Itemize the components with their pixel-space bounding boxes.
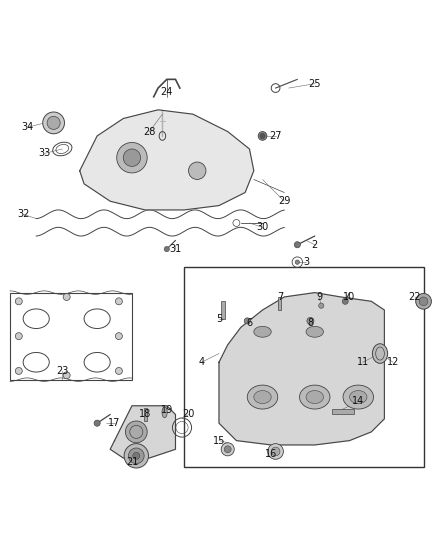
- Circle shape: [116, 333, 122, 340]
- Circle shape: [271, 447, 280, 456]
- Circle shape: [258, 132, 267, 140]
- Ellipse shape: [162, 407, 167, 418]
- Bar: [184, 266, 424, 467]
- Polygon shape: [110, 406, 176, 458]
- Text: 29: 29: [278, 196, 290, 206]
- Circle shape: [133, 453, 140, 459]
- Text: 33: 33: [39, 148, 51, 158]
- Text: 19: 19: [161, 405, 173, 415]
- Text: 11: 11: [357, 357, 369, 367]
- Text: 4: 4: [198, 357, 205, 367]
- Circle shape: [63, 294, 70, 301]
- Circle shape: [63, 372, 70, 379]
- Circle shape: [15, 367, 22, 375]
- Circle shape: [116, 298, 122, 305]
- Circle shape: [117, 142, 147, 173]
- Text: 15: 15: [213, 435, 225, 446]
- Text: 30: 30: [256, 222, 268, 232]
- Ellipse shape: [254, 326, 271, 337]
- Circle shape: [260, 133, 265, 139]
- Ellipse shape: [350, 391, 367, 403]
- Circle shape: [188, 162, 206, 180]
- Circle shape: [43, 112, 64, 134]
- Ellipse shape: [254, 391, 271, 403]
- Text: 34: 34: [21, 122, 34, 132]
- Text: 31: 31: [170, 244, 182, 254]
- Circle shape: [125, 421, 147, 443]
- Circle shape: [294, 241, 300, 248]
- Text: 9: 9: [316, 292, 322, 302]
- Text: 25: 25: [308, 79, 321, 88]
- Text: 7: 7: [277, 292, 283, 302]
- Bar: [10, 293, 132, 379]
- Circle shape: [307, 318, 314, 325]
- Bar: [221, 301, 225, 319]
- Text: 22: 22: [409, 292, 421, 302]
- Circle shape: [319, 303, 324, 308]
- Text: 27: 27: [269, 131, 282, 141]
- Text: 3: 3: [303, 257, 309, 267]
- Ellipse shape: [343, 385, 374, 409]
- Text: 28: 28: [143, 126, 155, 136]
- Polygon shape: [80, 110, 254, 210]
- Circle shape: [221, 443, 234, 456]
- Bar: [332, 409, 354, 415]
- Text: 5: 5: [216, 314, 222, 324]
- Text: 10: 10: [343, 292, 356, 302]
- Circle shape: [295, 260, 300, 264]
- Circle shape: [244, 318, 251, 324]
- Text: 18: 18: [139, 409, 151, 419]
- Ellipse shape: [300, 385, 330, 409]
- Text: 2: 2: [311, 240, 318, 250]
- Circle shape: [419, 297, 428, 305]
- Circle shape: [94, 420, 100, 426]
- Text: 8: 8: [307, 318, 314, 328]
- Text: 21: 21: [126, 457, 138, 467]
- Text: 23: 23: [56, 366, 68, 376]
- Circle shape: [124, 443, 148, 468]
- Circle shape: [116, 367, 122, 375]
- Circle shape: [164, 246, 170, 252]
- Text: 12: 12: [387, 357, 399, 367]
- Ellipse shape: [306, 326, 323, 337]
- Circle shape: [15, 298, 22, 305]
- Bar: [278, 297, 281, 310]
- Circle shape: [342, 298, 348, 304]
- Text: 6: 6: [247, 318, 253, 328]
- Text: 20: 20: [182, 409, 195, 419]
- Circle shape: [15, 333, 22, 340]
- Circle shape: [224, 446, 231, 453]
- Text: 14: 14: [352, 397, 364, 407]
- Circle shape: [128, 448, 144, 464]
- Circle shape: [268, 443, 283, 459]
- Circle shape: [416, 294, 431, 309]
- Polygon shape: [219, 293, 385, 445]
- Text: 32: 32: [17, 209, 29, 219]
- Ellipse shape: [306, 391, 323, 403]
- Text: 16: 16: [265, 449, 277, 458]
- Circle shape: [47, 116, 60, 130]
- Ellipse shape: [247, 385, 278, 409]
- Bar: [144, 408, 147, 421]
- Text: 24: 24: [161, 87, 173, 98]
- Circle shape: [123, 149, 141, 166]
- Ellipse shape: [372, 344, 388, 364]
- Text: 17: 17: [108, 418, 121, 428]
